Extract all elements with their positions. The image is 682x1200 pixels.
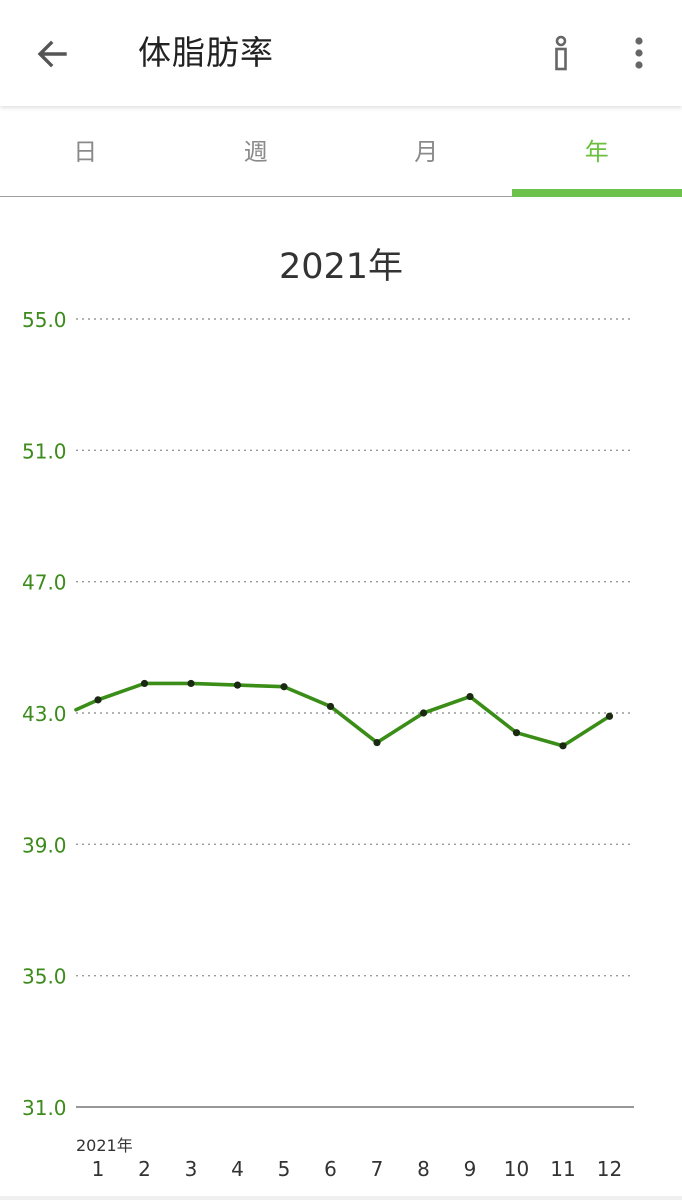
bottom-divider [0,1196,682,1200]
tab-day-label: 日 [73,137,98,166]
tab-day[interactable]: 日 [0,106,171,196]
x-axis-year-label: 2021年 [76,1136,133,1155]
x-tick-label: 1 [92,1157,105,1181]
x-tick-label: 2 [138,1157,151,1181]
tab-year-label: 年 [584,137,609,166]
data-point [140,679,149,688]
chart-title: 2021年 [278,247,404,287]
y-tick-label: 55.0 [22,308,67,332]
y-tick-label: 43.0 [22,702,67,726]
x-tick-label: 3 [185,1157,198,1181]
data-point [326,702,335,711]
series-line [74,681,612,748]
x-tick-label: 9 [464,1157,477,1181]
tab-year[interactable]: 年 [511,106,682,197]
data-point [373,738,381,747]
tab-week[interactable]: 週 [171,106,342,196]
x-tick-label: 10 [504,1157,529,1181]
x-tick-label: 6 [324,1157,337,1181]
period-tabs: 日 週 月 年 [0,106,682,197]
x-tick-label: 5 [278,1157,291,1181]
data-point [187,679,195,688]
data-point [419,709,428,717]
data-point [559,742,567,750]
data-point [94,696,102,704]
y-tick-label: 47.0 [22,571,67,595]
y-tick-label: 31.0 [22,1096,67,1120]
y-tick-label: 35.0 [22,965,67,989]
data-point [512,729,521,737]
active-tab-indicator [511,189,682,197]
x-tick-label: 8 [417,1157,430,1181]
y-tick-label: 39.0 [22,833,67,857]
y-tick-label: 51.0 [22,439,67,463]
x-tick-label: 12 [597,1157,622,1181]
app-bar: 体脂肪率 [0,0,682,106]
data-point [605,712,614,720]
more-vert-icon [635,37,643,69]
back-button[interactable] [22,24,82,84]
arrow-back-icon [37,40,67,68]
data-point [280,683,288,691]
info-icon [555,35,567,71]
more-options-button[interactable] [614,24,664,84]
data-point [466,692,474,701]
data-point [233,681,242,689]
x-tick-label: 11 [550,1157,575,1181]
page-title: 体脂肪率 [138,33,274,72]
x-tick-label: 4 [231,1157,244,1181]
tab-week-label: 週 [243,137,268,166]
tab-month[interactable]: 月 [341,106,512,196]
x-tick-label: 7 [371,1157,384,1181]
info-button[interactable] [536,24,586,84]
tab-month-label: 月 [414,137,439,166]
